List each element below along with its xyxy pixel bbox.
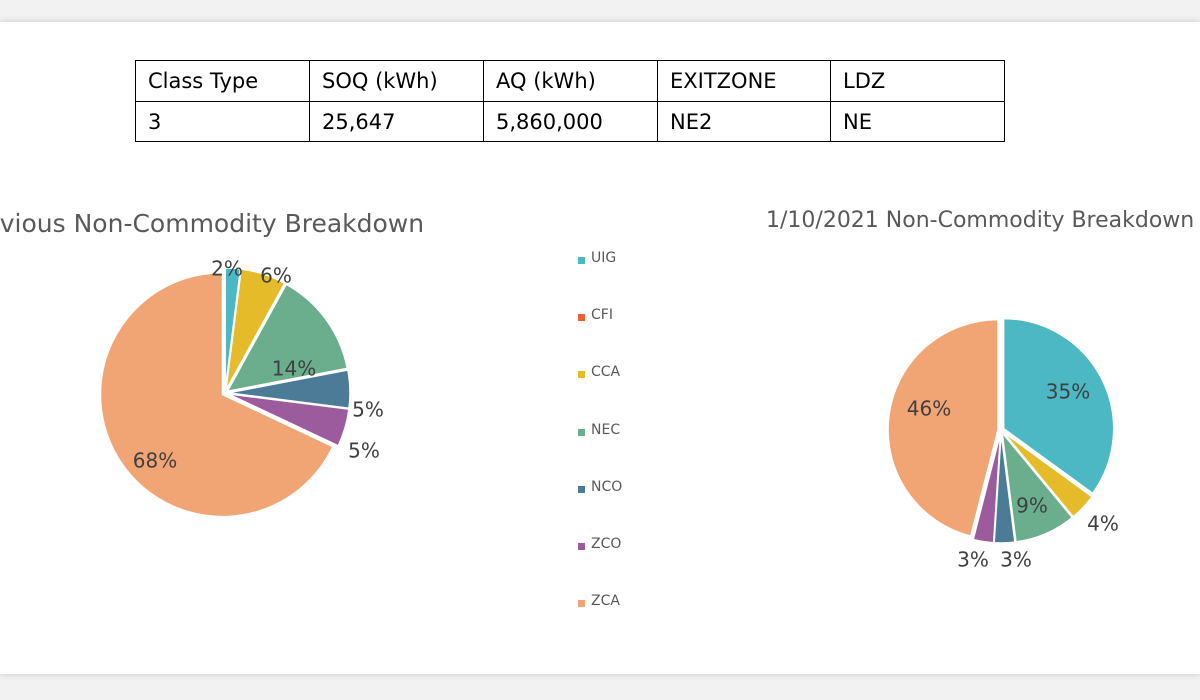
table-header-cell: SOQ (kWh) — [309, 60, 484, 102]
pie-chart-previous: 2% 6% 14% 5% 5% 68% — [99, 257, 384, 518]
data-label-zca: 68% — [133, 449, 177, 473]
pie-slice-uig — [1002, 317, 1115, 495]
chart-title-current: 1/10/2021 Non-Commodity Breakdown — [766, 208, 1195, 233]
data-label-nco: 5% — [352, 398, 384, 422]
table-header-cell: AQ (kWh) — [483, 60, 658, 102]
pie-slice-zca — [887, 318, 999, 538]
legend-label: UIG — [591, 250, 617, 266]
legend-swatch — [578, 485, 585, 493]
pie-slice-zca — [99, 271, 334, 518]
pie-slice-cca — [225, 268, 286, 391]
legend-swatch — [578, 371, 585, 379]
legend-swatch — [578, 314, 585, 322]
data-label-cca: 4% — [1087, 512, 1119, 536]
legend-label: CCA — [591, 364, 621, 381]
legend-label: NCO — [591, 478, 623, 495]
table-row: 3 25,647 5,860,000 NE2 NE — [135, 101, 1005, 142]
pie-slice-nec — [226, 283, 349, 393]
data-label-nec: 14% — [272, 357, 316, 381]
data-label-nec: 9% — [1016, 494, 1048, 518]
legend-label: ZCA — [591, 593, 620, 610]
legend-swatch — [578, 600, 585, 608]
pie-slice-zco — [227, 393, 350, 447]
table-cell: NE2 — [657, 101, 831, 142]
pie-slice-zco — [972, 432, 1002, 544]
pie-slice-nco — [227, 369, 351, 410]
data-label-uig: 2% — [211, 257, 243, 281]
legend-label: ZCO — [591, 536, 622, 552]
data-label-zco: 3% — [957, 548, 989, 572]
legend-swatch — [578, 543, 585, 550]
legend-swatch — [578, 428, 585, 436]
data-label-zca: 46% — [907, 397, 951, 421]
legend-swatch — [578, 257, 585, 264]
data-label-cca: 6% — [260, 264, 292, 288]
table-header-cell: Class Type — [135, 60, 310, 102]
data-label-uig: 35% — [1046, 380, 1090, 404]
pie-slice-uig — [224, 267, 242, 391]
supply-info-table: Class Type SOQ (kWh) AQ (kWh) EXITZONE L… — [135, 60, 1005, 142]
pie-slice-nec — [1001, 430, 1074, 543]
table-cell: 25,647 — [309, 101, 484, 142]
table-cell: 3 — [135, 101, 310, 142]
pie-slice-cca — [1002, 431, 1094, 518]
data-label-nco: 3% — [1000, 548, 1032, 572]
report-panel: Class Type SOQ (kWh) AQ (kWh) EXITZONE L… — [0, 22, 1200, 674]
pie-chart-current: 35% 4% 9% 3% 3% 46% — [887, 317, 1119, 572]
pie-charts: 2% 6% 14% 5% 5% 68% 35% 4% 9% 3% 3% 46% — [99, 257, 1119, 572]
legend-label: NEC — [591, 421, 621, 438]
data-label-zco: 5% — [348, 439, 380, 463]
legend-label: CFI — [591, 307, 613, 324]
table-cell: NE — [830, 101, 1005, 142]
chart-title-previous: Previous Non-Commodity Breakdown — [0, 209, 425, 238]
